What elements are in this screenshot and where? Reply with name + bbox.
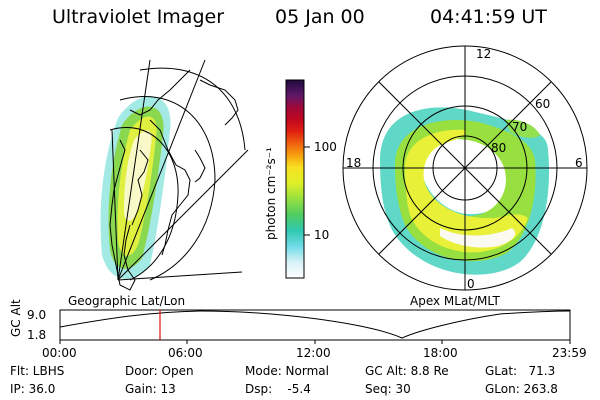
geo-lat-circle-1 [139,67,246,151]
altitude-y-top: 9.0 [27,308,47,322]
altitude-y-bottom: 1.8 [27,328,47,342]
colorbar-label-10: 10 [314,228,330,242]
info-glat: GLat: 71.3 [485,364,556,378]
x-tick-label-18: 18:00 [423,346,458,360]
date-label: 05 Jan 00 [275,6,365,28]
polar-aurora-core [440,228,516,248]
geo-coastline-1 [109,139,136,291]
polar-label-70: 70 [512,120,528,134]
x-tick-label-6: 06:00 [168,346,203,360]
polar-aurora-patch [505,119,540,138]
geo-meridian-4 [117,59,151,281]
geo-coastline-3 [129,69,191,116]
geo-lat-circle-3 [109,127,179,281]
geo-meridian-3 [117,59,206,281]
info-flt: Flt: LBHS [10,364,65,378]
altitude-axis-label: GC Alt [9,299,23,337]
polar-label-18: 18 [346,156,362,170]
polar-label-12: 12 [476,47,492,61]
altitude-plot-frame [59,309,571,341]
info-seq: Seq: 30 [365,382,411,396]
polar-aurora-inner [405,129,528,253]
polar-label-6: 6 [575,156,583,170]
geographic-map [100,59,249,291]
altitude-curve [59,310,571,339]
polar-label-60: 60 [535,97,551,111]
info-glon: GLon: 263.8 [485,382,558,396]
info-ip: IP: 36.0 [10,382,56,396]
info-gain: Gain: 13 [125,382,176,396]
x-tick-label-12: 12:00 [296,346,331,360]
geo-coastline-6 [131,149,149,226]
colorbar-unit-label: photon cm⁻²s⁻¹ [264,147,278,240]
polar-plot [342,45,588,291]
geo-meridian-5 [111,129,119,281]
instrument-title: Ultraviolet Imager [52,6,225,28]
polar-label-80: 80 [491,141,507,155]
geo-aurora-core [124,130,152,222]
geo-coastline-2 [149,119,191,256]
geo-meridian-1 [117,149,249,281]
geo-coastline-5 [194,149,206,183]
polar-plot-label: Apex MLat/MLT [410,294,500,308]
info-dsp: Dsp: -5.4 [245,382,311,396]
geo-meridian-2 [117,271,243,281]
info-mode: Mode: Normal [245,364,329,378]
polar-diag-2 [378,81,552,255]
x-tick-label-0: 00:00 [42,346,77,360]
altitude-plot [59,309,571,344]
geo-map-label: Geographic Lat/Lon [68,294,186,308]
colorbar [285,79,305,279]
info-gcalt: GC Alt: 8.8 Re [365,364,449,378]
time-label: 04:41:59 UT [430,6,547,28]
info-door: Door: Open [125,364,194,378]
x-tick-label-24: 23:59 [552,346,587,360]
geo-coastline-4 [199,79,239,126]
polar-label-0: 0 [467,277,475,291]
geo-lat-circle-2 [119,96,216,281]
colorbar-label-100: 100 [314,140,337,154]
